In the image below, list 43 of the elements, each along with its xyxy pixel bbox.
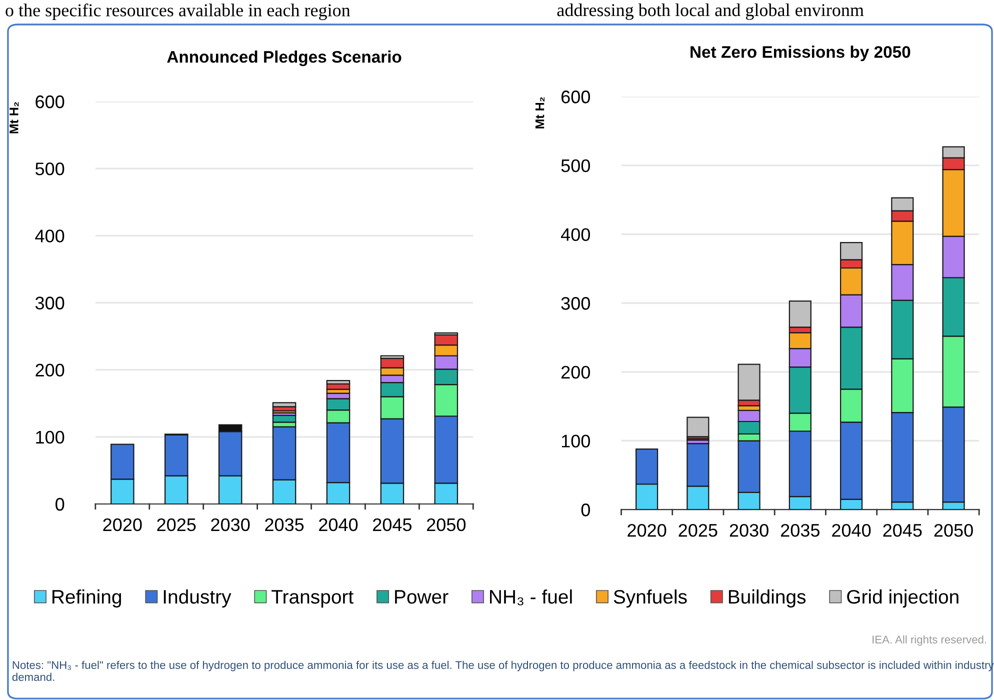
x-tick-label: 2030 bbox=[730, 524, 768, 537]
x-tick-label: 2045 bbox=[883, 524, 922, 537]
y-tick-label: 600 bbox=[561, 90, 590, 104]
y-tick-label: 300 bbox=[561, 297, 590, 310]
x-tick-label: 2035 bbox=[265, 518, 304, 532]
y-tick-label: 300 bbox=[35, 296, 64, 310]
y-axis-title: Mt H₂ bbox=[10, 102, 19, 134]
y-tick-label: 0 bbox=[581, 504, 590, 516]
y-tick-label: 500 bbox=[561, 159, 590, 172]
legend-label: Grid injection bbox=[847, 589, 958, 608]
text: IEA. All rights reserved. bbox=[872, 635, 986, 646]
x-tick-label: 2050 bbox=[426, 518, 466, 532]
x-tick-label: 2025 bbox=[157, 518, 196, 532]
y-tick-label: 500 bbox=[35, 162, 64, 176]
y-tick-label: 0 bbox=[56, 498, 64, 511]
legend-label: Refining bbox=[52, 589, 122, 608]
legend-label: Power bbox=[395, 590, 448, 604]
y-tick-label: 200 bbox=[561, 366, 590, 379]
x-tick-label: 2050 bbox=[934, 524, 973, 537]
x-tick-label: 2040 bbox=[319, 518, 358, 532]
x-tick-label: 2020 bbox=[628, 524, 666, 537]
y-tick-label: 400 bbox=[560, 228, 590, 241]
x-tick-label: 2035 bbox=[780, 524, 820, 537]
legend-label: NH₃ - fuel bbox=[490, 589, 572, 606]
x-tick-label: 2040 bbox=[832, 524, 871, 537]
chart-title: Announced Pledges Scenario bbox=[167, 50, 402, 66]
y-tick-label: 100 bbox=[36, 430, 64, 444]
y-tick-label: 600 bbox=[36, 95, 64, 108]
y-axis-title: Mt H₂ bbox=[535, 97, 544, 128]
legend-label: Buildings bbox=[728, 589, 806, 608]
x-tick-label: 2030 bbox=[211, 518, 250, 532]
legend-label: Transport bbox=[272, 590, 354, 608]
x-tick-label: 2025 bbox=[678, 524, 718, 537]
x-tick-label: 2045 bbox=[373, 518, 412, 532]
x-tick-label: 2020 bbox=[103, 518, 142, 532]
text: addressing both local and global environm bbox=[557, 4, 864, 20]
legend-label: Industry bbox=[164, 589, 232, 608]
chart-title: Net Zero Emissions by 2050 bbox=[690, 46, 910, 62]
y-tick-label: 400 bbox=[35, 230, 64, 242]
y-tick-label: 100 bbox=[562, 434, 590, 448]
text: o the specific resources available in each region bbox=[6, 4, 350, 20]
legend-label: Synfuels bbox=[614, 589, 687, 608]
y-tick-label: 200 bbox=[36, 364, 64, 377]
